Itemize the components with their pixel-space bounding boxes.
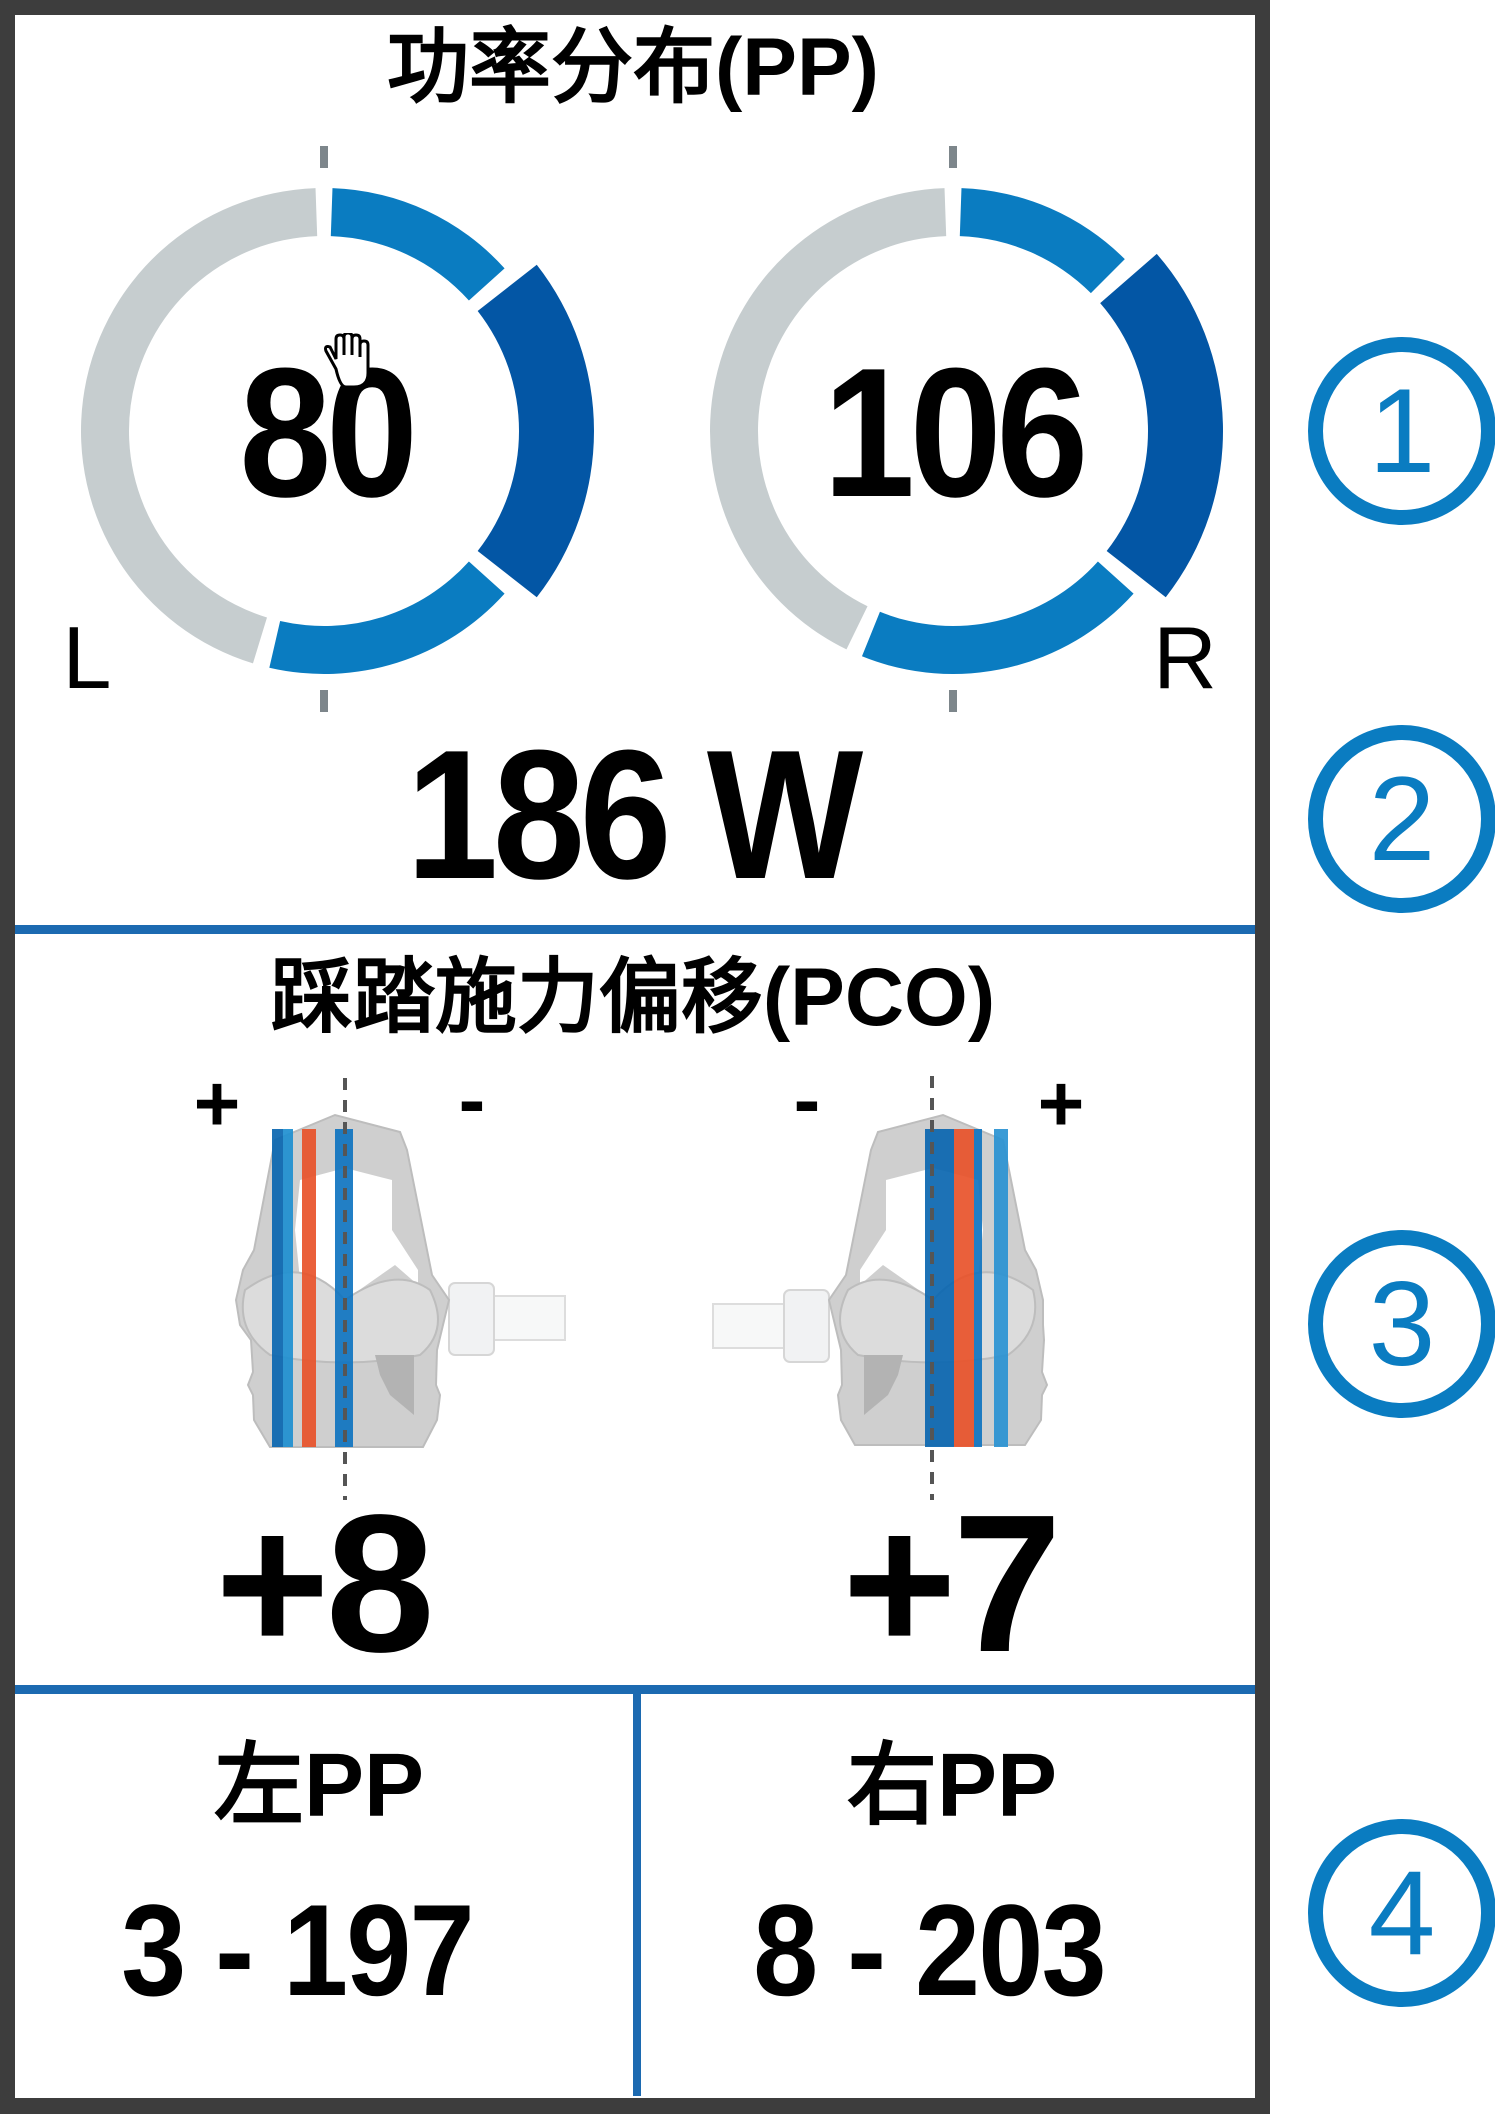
left-pco-bar [302, 1129, 316, 1447]
right-pp-label: 右PP [846, 1736, 1058, 1836]
power-phase-title: 功率分布(PP) [386, 22, 880, 113]
right-plus-marker: + [1037, 1059, 1085, 1148]
left-power-phase-value: 80 [239, 329, 418, 535]
callout-4: 4 [1308, 1819, 1495, 2007]
left-label: L [62, 608, 112, 707]
left-top-tick [320, 146, 328, 168]
right-pco-bar [925, 1129, 954, 1447]
left-plus-marker: + [193, 1059, 241, 1148]
left-peak-power-phase-arc [477, 264, 594, 598]
callout-2: 2 [1308, 725, 1495, 913]
right-bottom-tick [949, 690, 957, 712]
right-pco-bar [974, 1129, 982, 1447]
pedal-diagrams [234, 1076, 1049, 1500]
callout-1: 1 [1308, 337, 1495, 525]
left-bottom-tick [320, 690, 328, 712]
left-pco-bar [283, 1129, 293, 1447]
right-pco-bar [954, 1129, 974, 1447]
section-divider [15, 925, 1255, 934]
left-pp-value: 3 - 197 [121, 1877, 474, 2023]
right-peak-power-phase-arc [1100, 253, 1223, 598]
right-power-phase-arc [959, 188, 1125, 294]
right-label: R [1153, 608, 1217, 707]
right-pp-value: 8 - 203 [753, 1877, 1106, 2023]
callout-3: 3 [1308, 1230, 1495, 1418]
pco-title: 踩踏施力偏移(PCO) [270, 952, 996, 1043]
left-power-phase-arc [330, 188, 505, 301]
left-pco-value: +8 [215, 1474, 434, 1693]
right-top-tick [949, 146, 957, 168]
right-power-phase-value: 106 [822, 329, 1089, 535]
left-power-phase-arc-end [269, 561, 505, 674]
right-minus-marker: - [793, 1055, 821, 1144]
right-pco-value: +7 [842, 1474, 1061, 1693]
left-pco-bar [272, 1129, 283, 1447]
right-ring-idle-arc [709, 188, 947, 650]
left-pp-label: 左PP [213, 1736, 425, 1836]
total-power-value: 186 W [406, 711, 863, 917]
right-pco-bar [994, 1129, 1008, 1447]
left-ring-idle-arc [81, 188, 318, 664]
power-phase-rings [81, 146, 1223, 712]
hand-pointer-icon [324, 333, 370, 389]
left-minus-marker: - [458, 1055, 486, 1144]
column-divider [633, 1690, 641, 2096]
section-divider [15, 1685, 1255, 1694]
right-power-phase-arc-end [861, 561, 1134, 674]
